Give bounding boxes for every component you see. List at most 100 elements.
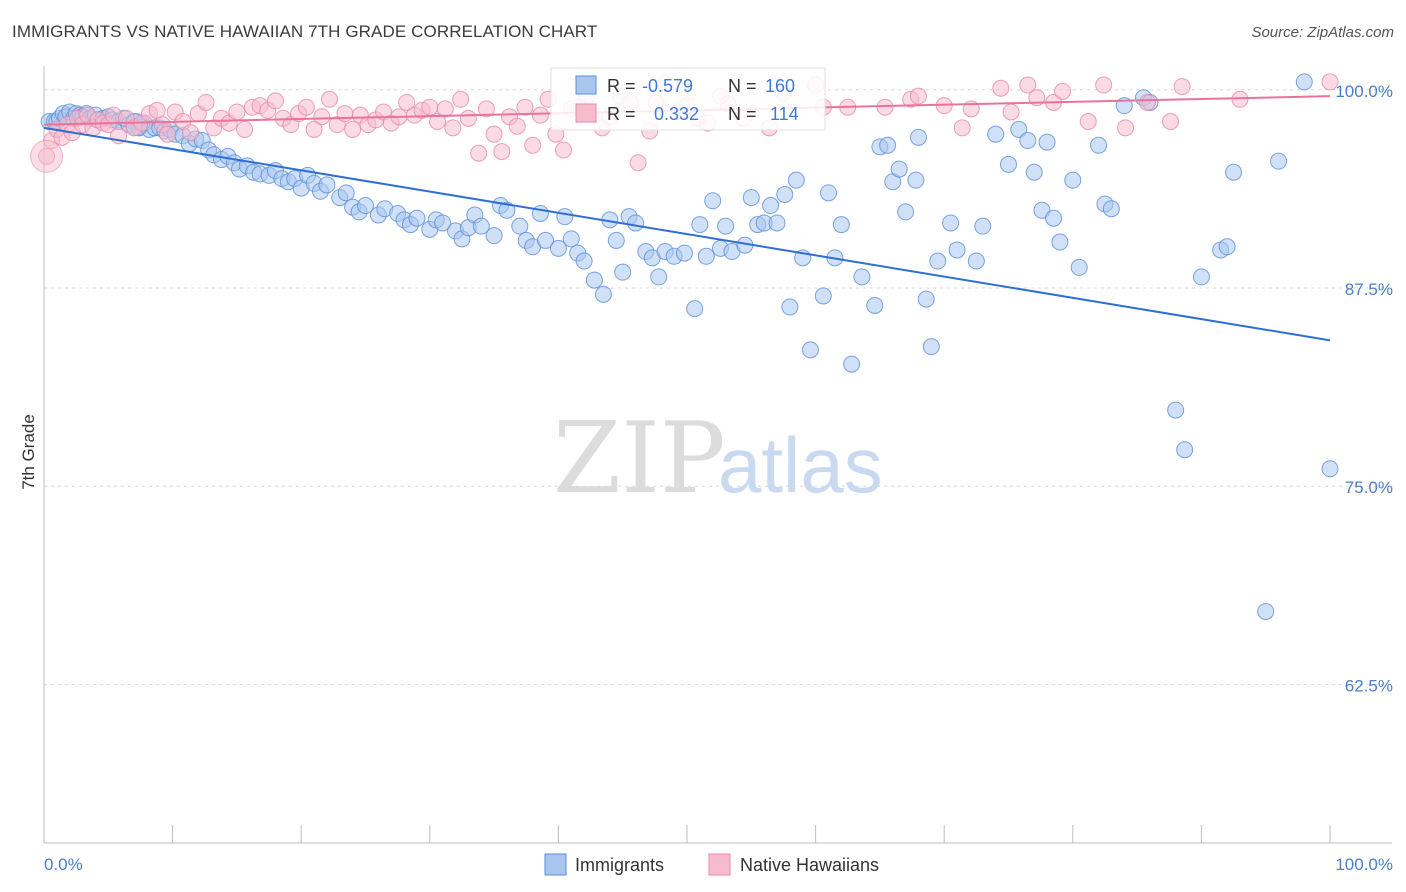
native-hawaiians-point bbox=[182, 124, 200, 142]
immigrants-point bbox=[907, 171, 925, 189]
native-hawaiians-point bbox=[429, 113, 447, 130]
stats-swatch-hawaiians bbox=[575, 103, 597, 123]
immigrants-point bbox=[909, 128, 927, 146]
native-hawaiians-point bbox=[1162, 113, 1180, 130]
stats-swatch-immigrants bbox=[575, 75, 597, 95]
legend-label-immigrants: Immigrants bbox=[575, 855, 664, 875]
watermark-zip: ZIP bbox=[553, 402, 726, 516]
immigrants-point bbox=[922, 338, 940, 356]
immigrants-point bbox=[801, 341, 819, 359]
immigrants-points bbox=[40, 73, 1339, 620]
native-hawaiians-point bbox=[398, 93, 416, 111]
immigrants-point bbox=[974, 217, 992, 235]
watermark: ZIP atlas bbox=[553, 402, 883, 516]
immigrants-point bbox=[1038, 133, 1056, 151]
immigrants-point bbox=[1010, 120, 1028, 138]
stats-r-label-hawaiians: R = bbox=[607, 104, 636, 124]
immigrants-point bbox=[537, 231, 555, 249]
native-hawaiians-point bbox=[485, 125, 503, 143]
native-hawaiians-point bbox=[1019, 76, 1037, 94]
immigrants-point bbox=[614, 263, 632, 281]
immigrants-point bbox=[556, 208, 574, 226]
immigrants-point bbox=[357, 197, 374, 215]
native-hawaiians-point bbox=[336, 105, 354, 123]
native-hawaiians-point bbox=[555, 141, 573, 159]
native-hawaiians-point bbox=[444, 119, 462, 137]
stats-r-value-hawaiians: 0.332 bbox=[654, 104, 699, 124]
immigrants-point bbox=[967, 252, 985, 270]
y-axis-label: 7th Grade bbox=[19, 414, 38, 490]
immigrants-point bbox=[717, 217, 735, 235]
immigrants-point bbox=[1321, 460, 1339, 478]
immigrants-point bbox=[594, 285, 612, 303]
immigrants-point bbox=[704, 192, 722, 210]
source-credit: Source: ZipAtlas.com bbox=[1251, 24, 1394, 41]
native-hawaiians-point bbox=[876, 98, 894, 116]
grid-lines bbox=[44, 89, 1392, 685]
native-hawaiians-point bbox=[470, 144, 488, 162]
immigrants-point bbox=[1225, 163, 1243, 181]
immigrants-point bbox=[1257, 602, 1275, 620]
immigrants-point bbox=[832, 216, 850, 234]
immigrants-point bbox=[897, 203, 915, 221]
immigrants-point bbox=[485, 227, 503, 245]
stats-n-label-hawaiians: N = bbox=[728, 104, 757, 124]
native-hawaiians-point bbox=[1231, 90, 1249, 108]
native-hawaiians-point bbox=[992, 79, 1010, 97]
immigrants-point bbox=[650, 268, 668, 286]
native-hawaiians-point bbox=[1173, 78, 1191, 96]
immigrants-point bbox=[917, 290, 935, 308]
native-hawaiians-point bbox=[1054, 82, 1072, 100]
native-hawaiians-point bbox=[266, 92, 284, 110]
native-hawaiians-point bbox=[477, 100, 495, 118]
x-tick-label: 0.0% bbox=[44, 855, 83, 874]
immigrants-point bbox=[866, 296, 884, 314]
immigrants-point bbox=[879, 136, 897, 154]
native-hawaiians-point bbox=[228, 103, 246, 121]
immigrants-point bbox=[408, 209, 426, 227]
native-hawaiians-point bbox=[305, 120, 323, 138]
native-hawaiians-point bbox=[1321, 73, 1339, 91]
native-hawaiians-point bbox=[313, 108, 331, 126]
immigrants-point bbox=[787, 171, 805, 189]
native-hawaiians-point bbox=[197, 93, 215, 111]
native-hawaiians-point bbox=[953, 119, 971, 137]
immigrants-point bbox=[776, 185, 794, 203]
immigrants-point bbox=[549, 239, 567, 257]
immigrants-point bbox=[1090, 136, 1108, 154]
stats-r-label-immigrants: R = bbox=[607, 76, 636, 96]
native-hawaiians-point bbox=[516, 98, 534, 116]
immigrants-point bbox=[1064, 171, 1082, 189]
legend: Immigrants Native Hawaiians bbox=[544, 853, 879, 876]
immigrants-point bbox=[819, 184, 837, 202]
y-tick-labels: 100.0% 87.5% 75.0% 62.5% bbox=[1335, 82, 1393, 696]
immigrants-point bbox=[531, 204, 549, 222]
x-tick-label: 100.0% bbox=[1335, 855, 1393, 874]
native-hawaiians-point bbox=[1079, 113, 1097, 130]
immigrants-point bbox=[1102, 200, 1120, 218]
immigrants-point bbox=[607, 231, 625, 249]
immigrants-point bbox=[987, 125, 1005, 143]
immigrants-point bbox=[472, 217, 490, 235]
x-tick-labels: 0.0% 100.0% bbox=[44, 855, 1393, 874]
legend-swatch-hawaiians bbox=[708, 853, 731, 876]
immigrants-point bbox=[1176, 441, 1194, 459]
stats-r-value-immigrants: -0.579 bbox=[642, 76, 693, 96]
native-hawaiians-point bbox=[1095, 76, 1113, 94]
immigrants-point bbox=[1218, 238, 1236, 256]
immigrants-point bbox=[781, 298, 799, 316]
native-hawaiians-point bbox=[531, 106, 549, 124]
immigrants-point bbox=[1025, 163, 1043, 181]
immigrants-point bbox=[1019, 132, 1037, 150]
immigrants-point bbox=[762, 197, 780, 215]
native-hawaiians-point bbox=[629, 154, 647, 172]
immigrants-point bbox=[318, 176, 336, 194]
immigrants-point bbox=[1270, 152, 1288, 170]
native-hawaiians-point bbox=[344, 120, 362, 138]
native-hawaiians-point bbox=[909, 87, 927, 105]
native-hawaiians-point bbox=[452, 90, 470, 108]
immigrants-point bbox=[1295, 73, 1313, 91]
stats-n-value-hawaiians: 114 bbox=[770, 104, 799, 124]
stats-box-frame bbox=[550, 67, 826, 131]
immigrants-point bbox=[562, 230, 580, 248]
